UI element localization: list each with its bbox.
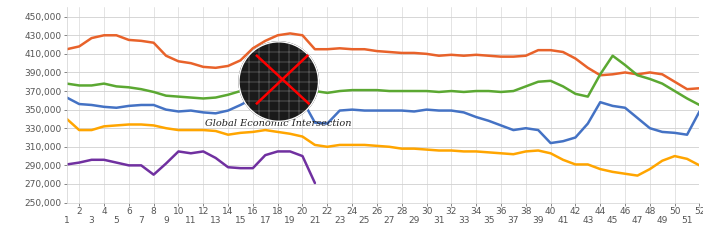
Text: Global Economic Intersection: Global Economic Intersection xyxy=(205,119,352,128)
Circle shape xyxy=(239,42,318,121)
